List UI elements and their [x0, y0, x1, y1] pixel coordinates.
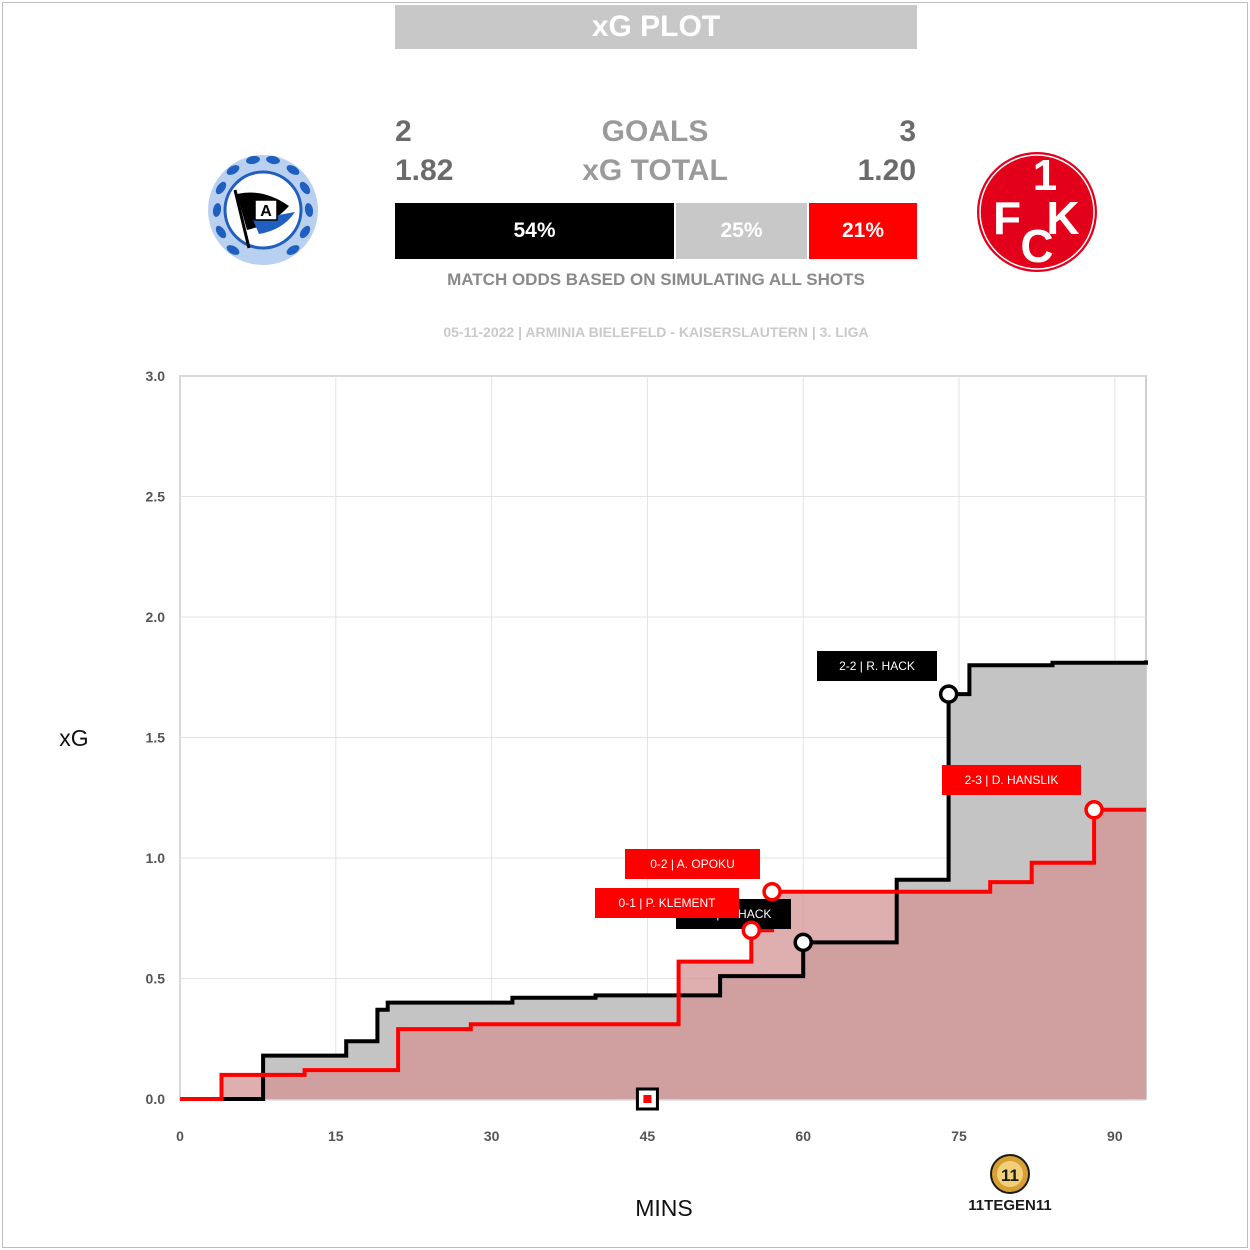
match-info: 05-11-2022 | ARMINIA BIELEFELD - KAISERS…: [443, 324, 869, 340]
goal-label: 0-2 | A. OPOKU: [650, 857, 734, 871]
goal-marker: [1084, 800, 1104, 820]
home-xg-total: 1.82: [395, 154, 454, 187]
goal-label-box: [942, 765, 1081, 795]
goal-marker: [762, 881, 782, 902]
draw-odds: 25%: [676, 203, 807, 259]
y-axis-title: xG: [59, 725, 88, 751]
svg-text:C: C: [1020, 220, 1053, 272]
chart-areas: [180, 660, 1146, 1099]
goal-label-box: [817, 651, 937, 681]
x-tick-label: 30: [484, 1128, 500, 1144]
away-goals: 3: [899, 115, 916, 148]
y-tick-label: 1.5: [146, 730, 166, 746]
away-xg-line: [180, 807, 1146, 1101]
x-axis-title: MINS: [635, 1195, 693, 1221]
chart-ticks: 0.0 0.5 1.0 1.5 2.0 2.5 3.0 0 15 30 45 60 75 90: [146, 368, 1123, 1144]
away-win-odds: 21%: [809, 203, 917, 259]
goal-label: 0-1 | P. KLEMENT: [619, 896, 717, 910]
svg-text:F: F: [993, 192, 1021, 244]
y-tick-label: 1.0: [146, 850, 166, 866]
tegen-logo-icon: 11 11TEGEN11: [968, 1154, 1052, 1214]
svg-text:11: 11: [1001, 1166, 1019, 1185]
goal-marker: [793, 932, 813, 953]
away-xg-total: 1.20: [857, 154, 916, 187]
odds-note: MATCH ODDS BASED ON SIMULATING ALL SHOTS: [447, 270, 865, 289]
x-tick-label: 90: [1107, 1128, 1123, 1144]
svg-text:A: A: [260, 203, 272, 220]
goal-marker: [938, 684, 959, 704]
x-tick-label: 45: [640, 1128, 656, 1144]
home-xg-line: [180, 660, 1148, 1101]
goal-label-box: [625, 849, 760, 879]
halftime-marker-dot: [643, 1095, 652, 1103]
tegen-logo-text: 11TEGEN11: [968, 1197, 1051, 1214]
y-tick-label: 2.0: [146, 609, 166, 625]
y-tick-label: 0.5: [146, 971, 166, 987]
x-tick-label: 0: [176, 1128, 184, 1144]
svg-text:K: K: [1046, 192, 1079, 244]
goal-marker: [741, 920, 762, 941]
home-goals: 2: [395, 115, 412, 148]
chart-lines: [180, 660, 1148, 1101]
xg-total-label: xG TOTAL: [582, 154, 728, 187]
away-xg-area: [180, 809, 1146, 1099]
y-tick-label: 3.0: [146, 368, 166, 384]
x-tick-label: 75: [951, 1128, 967, 1144]
goals-label: GOALS: [601, 115, 709, 148]
goal-label: 2-3 | D. HANSLIK: [965, 773, 1059, 787]
page-title: xG PLOT: [395, 5, 917, 49]
y-tick-label: 2.5: [146, 489, 166, 505]
fc-kaiserslautern-crest-icon: 1 F K C: [977, 151, 1097, 272]
y-tick-label: 0.0: [146, 1091, 166, 1107]
svg-text:1: 1: [1033, 151, 1057, 200]
home-win-odds: 54%: [395, 203, 674, 259]
x-tick-label: 15: [328, 1128, 344, 1144]
x-tick-label: 60: [795, 1128, 811, 1144]
arminia-bielefeld-crest-icon: A: [208, 155, 318, 265]
goal-label-box: [595, 888, 739, 918]
goal-label: 2-2 | R. HACK: [839, 659, 915, 673]
